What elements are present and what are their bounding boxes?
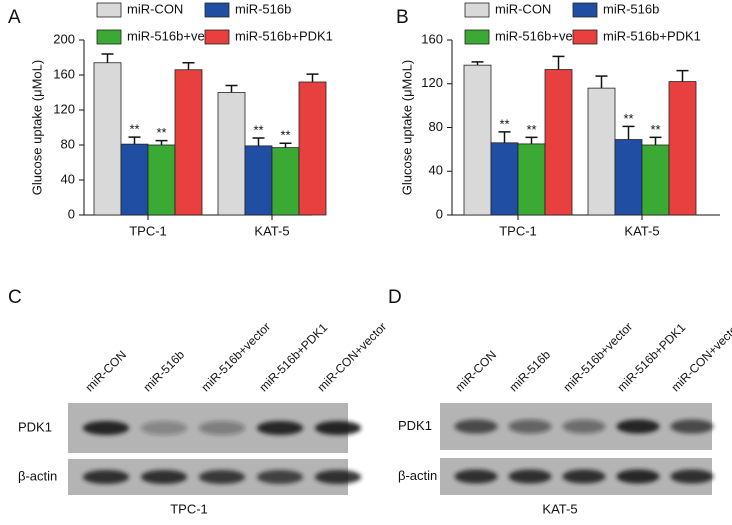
bar — [120, 143, 149, 216]
blot-band — [198, 421, 246, 435]
significance-label: ** — [253, 122, 263, 137]
bar — [217, 92, 246, 216]
row-label: β-actin — [18, 468, 57, 483]
significance-label: ** — [499, 116, 509, 131]
legend-label: miR-516b — [603, 1, 659, 16]
bar — [490, 142, 519, 216]
legend-swatch — [464, 29, 490, 45]
bar — [587, 87, 616, 216]
blot-band — [82, 470, 130, 484]
blot-band — [314, 470, 362, 484]
legend-label: miR-516b+vector — [127, 28, 227, 43]
significance-label: ** — [156, 125, 166, 140]
bar — [174, 69, 203, 216]
lane-label: miR-CON — [452, 348, 499, 395]
blot-band — [670, 419, 714, 434]
y-tick-label: 0 — [68, 206, 75, 221]
blot-band — [198, 470, 246, 484]
y-tick-label: 120 — [421, 75, 443, 90]
row-label: β-actin — [398, 468, 437, 483]
y-tick-label: 80 — [429, 119, 443, 134]
legend-label: miR-CON — [495, 1, 551, 16]
significance-label: ** — [526, 122, 536, 137]
legend-swatch — [204, 29, 230, 45]
legend-swatch — [572, 2, 598, 18]
legend-label: miR-516b+PDK1 — [603, 28, 701, 43]
blot-band — [256, 470, 304, 484]
bar — [298, 81, 327, 216]
significance-label: ** — [623, 111, 633, 126]
blot-band — [616, 469, 660, 484]
lane-label: miR-516b — [506, 347, 553, 394]
bar — [271, 147, 300, 216]
blot-band — [562, 419, 606, 434]
blot-band — [454, 469, 498, 484]
legend-label: miR-516b+PDK1 — [235, 28, 333, 43]
significance-label: ** — [650, 122, 660, 137]
blot-band — [508, 419, 552, 434]
bar — [544, 69, 573, 216]
legend-swatch — [204, 2, 230, 18]
bar — [517, 143, 546, 216]
legend-swatch — [96, 29, 122, 45]
x-tick-label: KAT-5 — [624, 223, 659, 238]
blot-band — [82, 421, 130, 435]
bar — [244, 145, 273, 216]
panel-label: C — [8, 287, 22, 308]
y-tick-label: 40 — [429, 163, 443, 178]
x-tick-label: TPC-1 — [129, 223, 167, 238]
y-tick-label: 0 — [436, 206, 443, 221]
blot-band — [670, 469, 714, 484]
lane-label: miR-CON — [82, 348, 129, 395]
lane-label: miR-516b — [140, 347, 187, 394]
y-tick-label: 40 — [61, 171, 75, 186]
cell-line-label: KAT-5 — [542, 501, 577, 516]
y-tick-label: 160 — [421, 31, 443, 46]
y-tick-label: 200 — [53, 31, 75, 46]
cell-line-label: TPC-1 — [170, 501, 208, 516]
y-axis-title: Glucose uptake (μMoL) — [29, 60, 44, 195]
blot-band — [562, 469, 606, 484]
bar — [147, 144, 176, 216]
y-tick-label: 120 — [53, 101, 75, 116]
y-tick-label: 160 — [53, 66, 75, 81]
row-label: PDK1 — [18, 419, 52, 434]
legend-label: miR-CON — [127, 1, 183, 16]
panel-label: A — [8, 7, 21, 28]
bar — [614, 139, 643, 216]
legend-label: miR-516b — [235, 1, 291, 16]
y-tick-label: 80 — [61, 136, 75, 151]
x-tick-label: KAT-5 — [254, 223, 289, 238]
blot-band — [616, 419, 660, 434]
bar — [668, 81, 697, 216]
significance-label: ** — [129, 122, 139, 137]
row-label: PDK1 — [398, 418, 432, 433]
bar — [93, 62, 122, 216]
blot-band — [256, 421, 304, 435]
significance-label: ** — [280, 128, 290, 143]
blot-band — [314, 421, 362, 435]
legend-swatch — [572, 29, 598, 45]
blot-band — [454, 419, 498, 434]
blot-band — [508, 469, 552, 484]
bar — [463, 64, 492, 216]
panel-label: B — [396, 7, 409, 28]
legend-swatch — [96, 2, 122, 18]
legend-label: miR-516b+vector — [495, 28, 595, 43]
x-tick-label: TPC-1 — [499, 223, 537, 238]
blot-band — [140, 421, 188, 435]
blot-band — [140, 470, 188, 484]
y-axis-title: Glucose uptake (μMoL) — [399, 60, 414, 195]
legend-swatch — [464, 2, 490, 18]
panel-label: D — [388, 287, 402, 308]
bar — [641, 144, 670, 216]
